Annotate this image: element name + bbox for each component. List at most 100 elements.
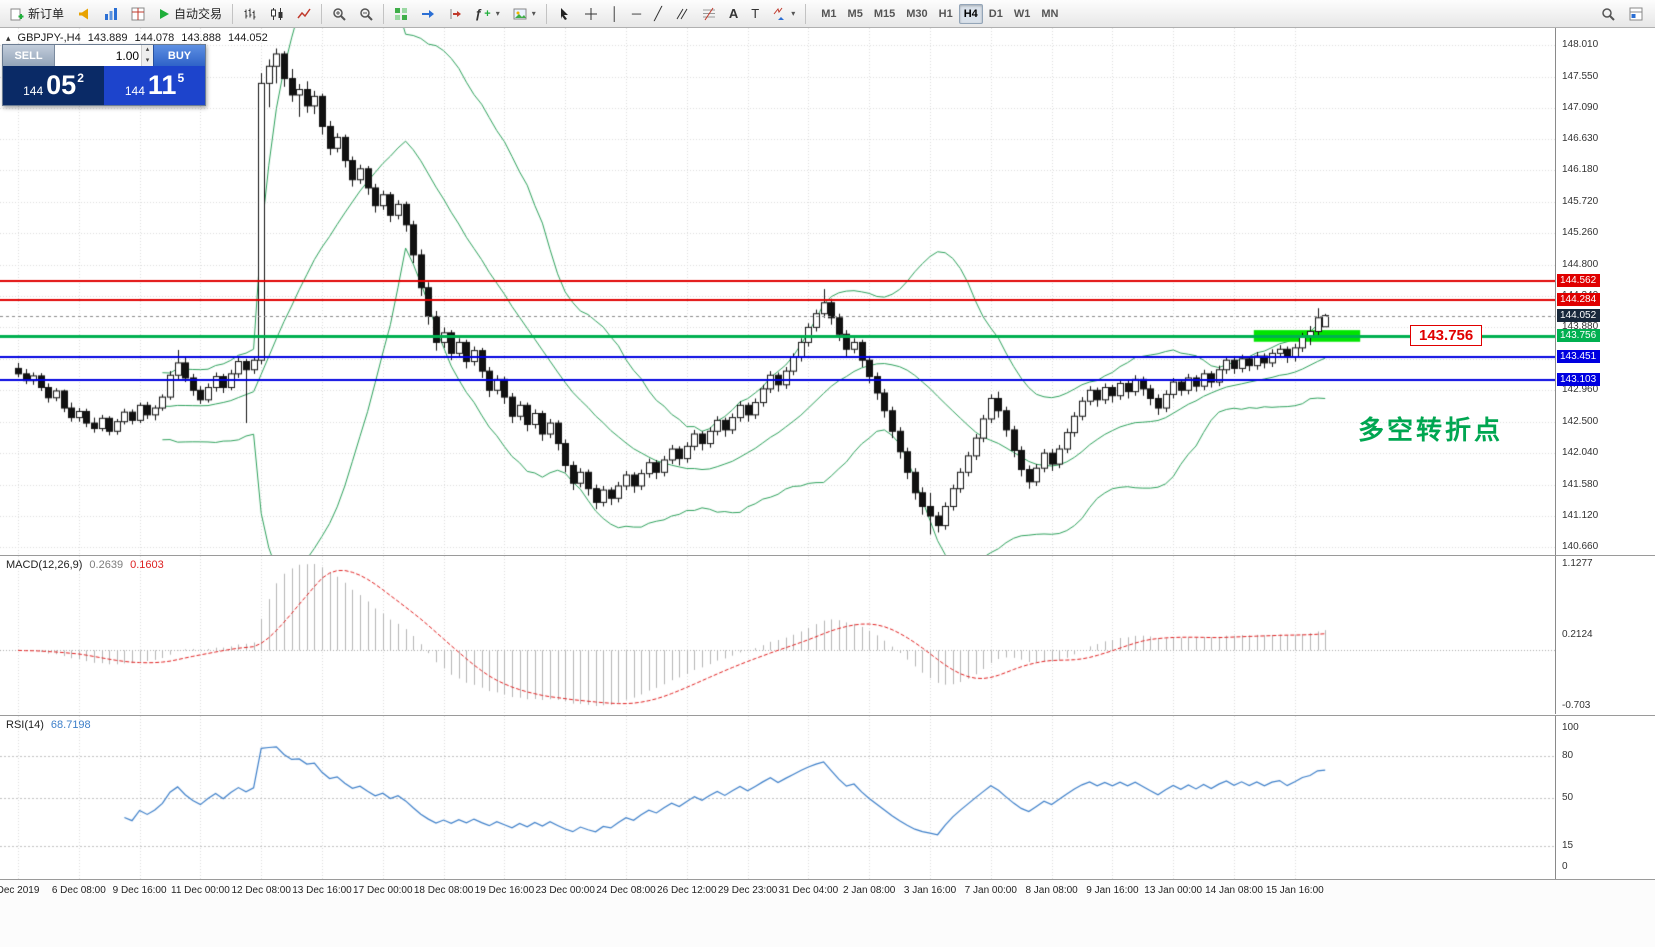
rsi-axis-label: 80 <box>1562 749 1574 761</box>
timeframe-m30[interactable]: M30 <box>901 4 932 24</box>
cursor-icon <box>560 7 568 20</box>
rsi-canvas[interactable] <box>0 716 1555 879</box>
bar-chart-type-button[interactable] <box>237 3 263 25</box>
line-chart-type-button[interactable] <box>291 3 317 25</box>
price-axis-label: 142.500 <box>1562 415 1599 427</box>
chevron-down-icon: ▾ <box>791 9 796 18</box>
buy-price-pips: 11 <box>147 70 177 100</box>
panel-splitter[interactable] <box>0 555 1655 556</box>
panel-splitter[interactable] <box>0 879 1655 880</box>
price-axis-label: 141.120 <box>1562 510 1599 522</box>
time-axis-label: Dec 2019 <box>0 885 40 896</box>
fibonacci-button[interactable] <box>696 3 722 25</box>
indicators-button[interactable]: ƒ + ▾ <box>469 3 506 25</box>
timeframe-toolbar: M1 M5 M15 M30 H1 H4 D1 W1 MN <box>816 3 1063 24</box>
toolbar-separator <box>805 3 807 24</box>
chart-shift-button[interactable] <box>442 3 468 25</box>
horn-icon <box>79 8 89 19</box>
function-icon: ƒ <box>475 6 483 21</box>
price-axis-label: 145.720 <box>1562 195 1599 207</box>
channel-button[interactable] <box>669 3 695 25</box>
toolbar-separator <box>383 3 385 24</box>
market-watch-button[interactable] <box>98 3 124 25</box>
chart-annotation: 多空转折点 <box>1358 415 1504 445</box>
volume-up-button[interactable]: ▴ <box>142 45 153 56</box>
time-axis-label: 9 Jan 16:00 <box>1086 885 1139 896</box>
macd-axis[interactable]: 1.1277 0.2124 -0.703 <box>1555 556 1655 714</box>
crosshair-button[interactable] <box>578 3 604 25</box>
time-axis-label: 3 Jan 16:00 <box>903 885 957 896</box>
buy-price[interactable]: 144 11 5 <box>104 66 205 105</box>
time-axis-label: 29 Dec 23:00 <box>717 885 778 896</box>
macd-axis-label: 0.2124 <box>1562 629 1593 640</box>
tile-windows-button[interactable] <box>388 3 414 25</box>
templates-button[interactable]: ▾ <box>507 3 542 25</box>
macd-name: MACD(12,26,9) <box>6 559 83 571</box>
volume-down-button[interactable]: ▾ <box>142 55 153 66</box>
timeframe-m1[interactable]: M1 <box>816 4 841 24</box>
panel-splitter[interactable] <box>0 715 1655 716</box>
announcement-button[interactable] <box>71 3 97 25</box>
auto-trading-button[interactable]: 自动交易 <box>152 3 228 25</box>
search-button[interactable] <box>1595 3 1621 25</box>
arrows-button[interactable]: ▾ <box>766 3 801 25</box>
new-order-button[interactable]: 新订单 <box>4 3 70 25</box>
candlestick-chart-type-button[interactable] <box>264 3 290 25</box>
price-level-tag: 143.451 <box>1557 349 1601 363</box>
profiles-button[interactable] <box>1623 3 1649 25</box>
data-window-button[interactable] <box>125 3 151 25</box>
arrows-shapes-icon <box>773 7 785 20</box>
trendline-button[interactable]: ╱ <box>648 3 668 25</box>
sell-price[interactable]: 144 05 2 <box>3 66 104 105</box>
volume-input[interactable] <box>55 45 142 66</box>
sell-price-prefix: 144 <box>23 84 44 98</box>
zoom-in-button[interactable] <box>326 3 352 25</box>
toolbar-right-group <box>1595 3 1651 25</box>
price-axis-label: 148.010 <box>1562 39 1599 51</box>
label-button[interactable]: T <box>745 3 765 25</box>
sell-price-point: 2 <box>77 71 84 85</box>
timeframe-d1[interactable]: D1 <box>984 4 1008 24</box>
vertical-line-button[interactable]: │ <box>605 3 625 25</box>
zoom-out-button[interactable] <box>353 3 379 25</box>
buy-price-prefix: 144 <box>124 84 145 98</box>
price-chart-canvas[interactable] <box>0 28 1555 555</box>
timeframe-h4[interactable]: H4 <box>958 3 983 24</box>
macd-canvas[interactable] <box>0 556 1555 714</box>
rsi-axis-label: 15 <box>1562 840 1574 852</box>
timeframe-h1[interactable]: H1 <box>934 4 958 24</box>
chart-window[interactable]: ▴ GBPJPY-,H4 143.889 144.078 143.888 144… <box>0 28 1655 947</box>
buy-button[interactable]: BUY <box>153 45 205 66</box>
symbol-period-label: GBPJPY-,H4 <box>17 32 81 44</box>
timeframe-w1[interactable]: W1 <box>1009 4 1036 24</box>
cursor-button[interactable] <box>551 3 577 25</box>
text-button[interactable]: A <box>723 3 744 25</box>
price-axis-label: 142.960 <box>1562 384 1599 396</box>
toolbar-separator <box>232 3 234 24</box>
timeframe-mn[interactable]: MN <box>1036 4 1063 24</box>
auto-scroll-button[interactable] <box>415 3 441 25</box>
chart-shift-icon <box>450 8 462 19</box>
label-icon: T <box>751 6 760 21</box>
zoom-in-icon <box>333 7 346 21</box>
sell-button[interactable]: SELL <box>3 45 55 66</box>
price-callout[interactable]: 143.756 <box>1410 325 1483 346</box>
rsi-label: RSI(14) 68.7198 <box>6 719 91 731</box>
horizontal-line-button[interactable]: ─ <box>626 3 647 25</box>
timeframe-m15[interactable]: M15 <box>869 4 900 24</box>
price-axis[interactable]: 148.010 147.550 147.090 146.630 146.180 145.7… <box>1555 28 1655 555</box>
rsi-name: RSI(14) <box>6 719 44 731</box>
rsi-axis[interactable]: 100 80 50 15 0 <box>1555 716 1655 879</box>
chevron-down-icon: ▾ <box>531 9 536 18</box>
template-picture-icon <box>513 8 527 19</box>
price-level-tag: 144.284 <box>1557 292 1601 306</box>
vertical-line-icon: │ <box>610 6 619 21</box>
timeframe-m5[interactable]: M5 <box>843 4 868 24</box>
rsi-axis-label: 100 <box>1562 722 1579 733</box>
time-axis-label: 19 Dec 16:00 <box>474 885 535 896</box>
time-axis[interactable]: Dec 2019 6 Dec 08:00 9 Dec 16:00 11 Dec 00:… <box>0 880 1655 947</box>
one-click-trading-panel: SELL ▴ ▾ BUY 144 05 2 144 11 5 <box>2 44 206 106</box>
price-axis-label: 146.630 <box>1562 133 1599 145</box>
one-click-toggle-icon[interactable]: ▴ <box>6 32 11 43</box>
price-axis-label: 143.880 <box>1562 321 1599 333</box>
